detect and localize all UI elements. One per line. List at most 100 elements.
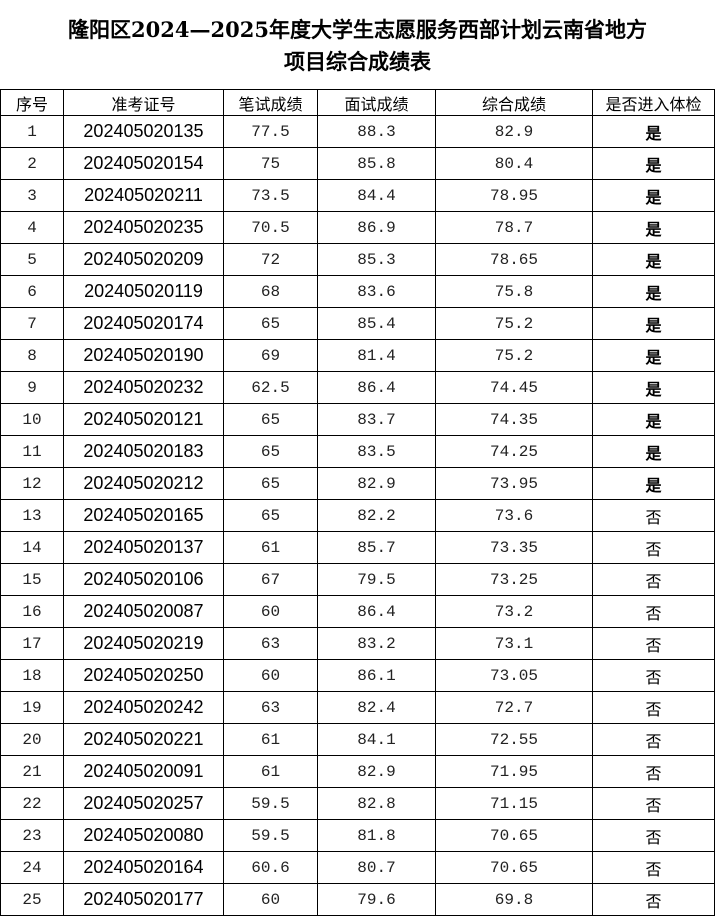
cell-written-score: 65: [223, 307, 318, 340]
cell-total-score: 73.05: [435, 659, 593, 692]
cell-interview-score: 85.7: [317, 531, 436, 564]
cell-physical-exam: 是: [592, 179, 715, 212]
cell-interview-score: 82.9: [317, 467, 436, 500]
cell-index: 15: [0, 563, 64, 596]
cell-physical-exam: 是: [592, 115, 715, 148]
table-row: 10 202405020121 65 83.7 74.35 是: [0, 403, 715, 436]
table-row: 23 202405020080 59.5 81.8 70.65 否: [0, 819, 715, 852]
cell-index: 5: [0, 243, 64, 276]
cell-interview-score: 86.4: [317, 371, 436, 404]
cell-exam-id: 202405020190: [63, 339, 224, 372]
cell-exam-id: 202405020087: [63, 595, 224, 628]
cell-physical-exam: 否: [592, 659, 715, 692]
cell-written-score: 59.5: [223, 787, 318, 820]
cell-index: 12: [0, 467, 64, 500]
cell-written-score: 65: [223, 499, 318, 532]
cell-interview-score: 83.6: [317, 275, 436, 308]
cell-written-score: 73.5: [223, 179, 318, 212]
cell-interview-score: 81.8: [317, 819, 436, 852]
cell-exam-id: 202405020174: [63, 307, 224, 340]
cell-index: 1: [0, 115, 64, 148]
cell-interview-score: 81.4: [317, 339, 436, 372]
table-row: 14 202405020137 61 85.7 73.35 否: [0, 531, 715, 564]
cell-total-score: 69.8: [435, 883, 593, 916]
cell-physical-exam: 否: [592, 723, 715, 756]
cell-index: 6: [0, 275, 64, 308]
cell-exam-id: 202405020135: [63, 115, 224, 148]
table-row: 7 202405020174 65 85.4 75.2 是: [0, 307, 715, 340]
table-row: 21 202405020091 61 82.9 71.95 否: [0, 755, 715, 788]
table-row: 25 202405020177 60 79.6 69.8 否: [0, 883, 715, 916]
header-written-score: 笔试成绩: [223, 89, 318, 116]
cell-written-score: 62.5: [223, 371, 318, 404]
cell-interview-score: 79.5: [317, 563, 436, 596]
cell-interview-score: 83.5: [317, 435, 436, 468]
cell-physical-exam: 是: [592, 435, 715, 468]
cell-written-score: 61: [223, 723, 318, 756]
header-row: 序号 准考证号 笔试成绩 面试成绩 综合成绩 是否进入体检: [0, 89, 715, 116]
header-index: 序号: [0, 89, 64, 116]
header-exam-id: 准考证号: [63, 89, 224, 116]
cell-physical-exam: 是: [592, 403, 715, 436]
table-row: 22 202405020257 59.5 82.8 71.15 否: [0, 787, 715, 820]
cell-total-score: 72.7: [435, 691, 593, 724]
table-row: 6 202405020119 68 83.6 75.8 是: [0, 275, 715, 308]
cell-exam-id: 202405020165: [63, 499, 224, 532]
score-table: 序号 准考证号 笔试成绩 面试成绩 综合成绩 是否进入体检 1 202405020…: [0, 89, 715, 916]
table-row: 8 202405020190 69 81.4 75.2 是: [0, 339, 715, 372]
cell-total-score: 70.65: [435, 851, 593, 884]
cell-physical-exam: 否: [592, 563, 715, 596]
cell-physical-exam: 否: [592, 787, 715, 820]
cell-physical-exam: 是: [592, 211, 715, 244]
cell-written-score: 61: [223, 531, 318, 564]
cell-index: 8: [0, 339, 64, 372]
cell-exam-id: 202405020121: [63, 403, 224, 436]
cell-written-score: 59.5: [223, 819, 318, 852]
table-row: 12 202405020212 65 82.9 73.95 是: [0, 467, 715, 500]
cell-total-score: 75.2: [435, 339, 593, 372]
cell-interview-score: 85.8: [317, 147, 436, 180]
cell-interview-score: 88.3: [317, 115, 436, 148]
cell-exam-id: 202405020209: [63, 243, 224, 276]
cell-exam-id: 202405020250: [63, 659, 224, 692]
cell-total-score: 78.7: [435, 211, 593, 244]
cell-exam-id: 202405020177: [63, 883, 224, 916]
cell-written-score: 72: [223, 243, 318, 276]
cell-physical-exam: 否: [592, 531, 715, 564]
cell-written-score: 65: [223, 403, 318, 436]
cell-exam-id: 202405020119: [63, 275, 224, 308]
title-line-1: 隆阳区2024—2025年度大学生志愿服务西部计划云南省地方: [68, 17, 647, 42]
cell-total-score: 73.2: [435, 595, 593, 628]
table-row: 19 202405020242 63 82.4 72.7 否: [0, 691, 715, 724]
cell-physical-exam: 否: [592, 499, 715, 532]
cell-interview-score: 86.9: [317, 211, 436, 244]
cell-physical-exam: 否: [592, 595, 715, 628]
cell-index: 10: [0, 403, 64, 436]
cell-total-score: 73.6: [435, 499, 593, 532]
cell-written-score: 60.6: [223, 851, 318, 884]
cell-index: 19: [0, 691, 64, 724]
cell-exam-id: 202405020091: [63, 755, 224, 788]
cell-written-score: 61: [223, 755, 318, 788]
cell-total-score: 71.15: [435, 787, 593, 820]
header-total-score: 综合成绩: [435, 89, 593, 116]
header-interview-score: 面试成绩: [317, 89, 436, 116]
cell-physical-exam: 否: [592, 819, 715, 852]
cell-interview-score: 85.4: [317, 307, 436, 340]
cell-written-score: 65: [223, 467, 318, 500]
cell-total-score: 80.4: [435, 147, 593, 180]
cell-interview-score: 86.4: [317, 595, 436, 628]
cell-written-score: 75: [223, 147, 318, 180]
cell-total-score: 74.35: [435, 403, 593, 436]
cell-exam-id: 202405020154: [63, 147, 224, 180]
cell-total-score: 71.95: [435, 755, 593, 788]
cell-exam-id: 202405020232: [63, 371, 224, 404]
cell-written-score: 67: [223, 563, 318, 596]
cell-written-score: 63: [223, 691, 318, 724]
cell-physical-exam: 是: [592, 371, 715, 404]
cell-total-score: 73.35: [435, 531, 593, 564]
cell-index: 7: [0, 307, 64, 340]
cell-exam-id: 202405020257: [63, 787, 224, 820]
cell-index: 18: [0, 659, 64, 692]
cell-interview-score: 79.6: [317, 883, 436, 916]
